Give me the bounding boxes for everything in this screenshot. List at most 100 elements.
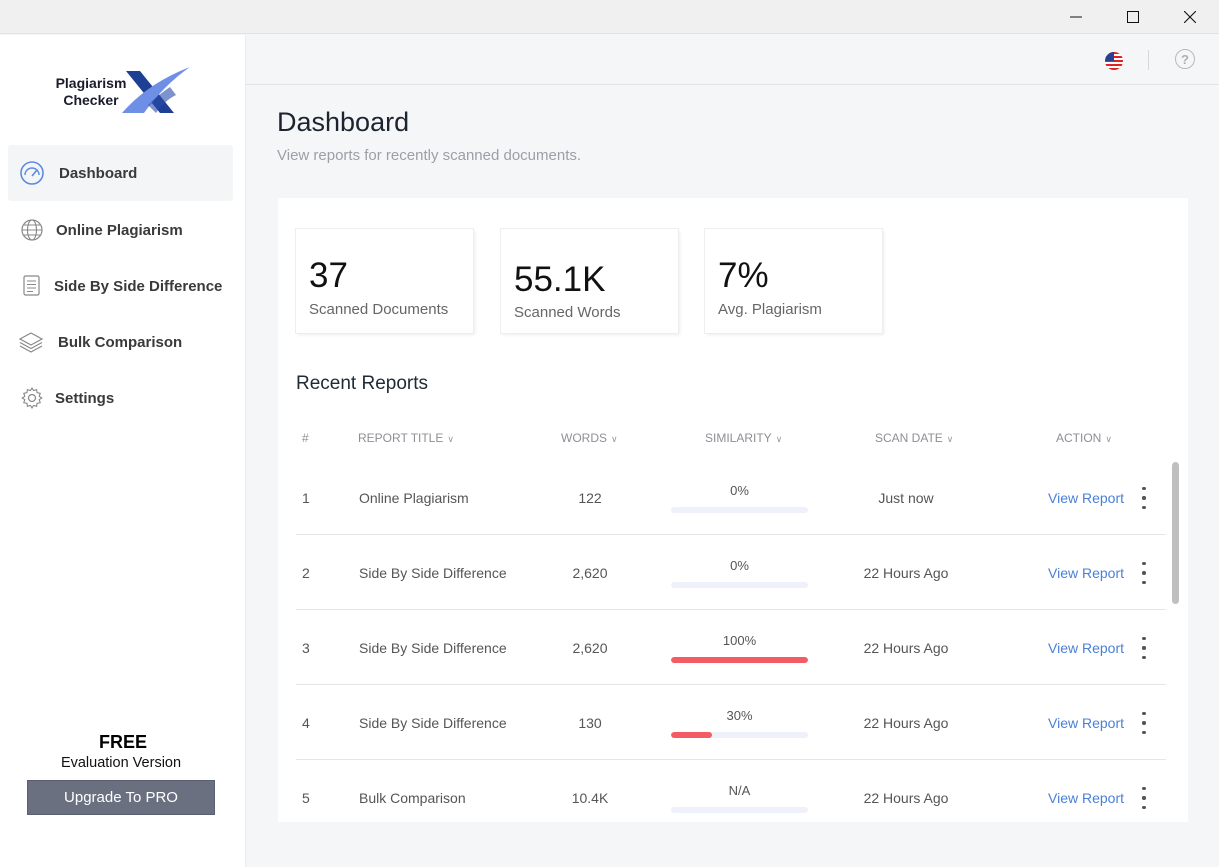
- stat-label: Scanned Documents: [309, 301, 449, 318]
- column-header-similarity[interactable]: SIMILARITY ∨: [705, 431, 783, 445]
- row-divider: [296, 759, 1166, 760]
- dashboard-card: 37 Scanned Documents 55.1K Scanned Words…: [278, 198, 1188, 822]
- stat-value: 37: [309, 256, 348, 295]
- row-number: 4: [302, 715, 310, 731]
- word-count: 10.4K: [571, 790, 609, 806]
- view-report-link[interactable]: View Report: [1048, 715, 1125, 731]
- logo-line-1: Plagiarism: [55, 75, 127, 91]
- row-divider: [296, 609, 1166, 610]
- column-header-number: #: [302, 431, 309, 445]
- scrollbar-thumb[interactable]: [1172, 462, 1179, 604]
- sidebar-item-dashboard[interactable]: Dashboard: [8, 145, 233, 201]
- scan-date: 22 Hours Ago: [863, 565, 949, 581]
- sidebar: Plagiarism Checker Dashboard Online Plag…: [0, 35, 246, 867]
- similarity-bar: [671, 732, 808, 738]
- similarity-bar: [671, 807, 808, 813]
- word-count: 2,620: [572, 640, 608, 656]
- chevron-down-icon: ∨: [775, 434, 783, 444]
- chevron-down-icon: ∨: [611, 434, 618, 444]
- minimize-icon: [1070, 16, 1082, 18]
- scan-date: 22 Hours Ago: [863, 715, 949, 731]
- scan-date: Just now: [878, 490, 934, 506]
- word-count: 130: [578, 715, 602, 731]
- close-button[interactable]: [1167, 0, 1213, 34]
- sidebar-item-label: Dashboard: [59, 164, 138, 182]
- column-header-words[interactable]: WORDS ∨: [561, 431, 618, 445]
- more-options-icon[interactable]: [1134, 562, 1154, 584]
- section-title: Recent Reports: [296, 373, 429, 394]
- similarity-value: 0%: [730, 558, 749, 573]
- logo-x-mark: [122, 67, 190, 113]
- logo-text: Plagiarism Checker: [50, 75, 132, 109]
- row-number: 3: [302, 640, 310, 656]
- view-report-link[interactable]: View Report: [1048, 790, 1125, 806]
- stat-card-scanned-documents: 37 Scanned Documents: [296, 229, 473, 333]
- table-row[interactable]: 5 Bulk Comparison 10.4K N/A 22 Hours Ago…: [296, 760, 1166, 822]
- similarity-bar: [671, 582, 808, 588]
- report-title: Side By Side Difference: [359, 640, 507, 656]
- chevron-down-icon: ∨: [946, 434, 954, 444]
- view-report-link[interactable]: View Report: [1048, 640, 1125, 656]
- column-header-action[interactable]: ACTION ∨: [1056, 431, 1112, 445]
- similarity-value: 30%: [726, 708, 753, 723]
- stat-card-avg-plagiarism: 7% Avg. Plagiarism: [705, 229, 882, 333]
- column-header-title[interactable]: REPORT TITLE ∨: [358, 431, 454, 445]
- sidebar-item-online-plagiarism[interactable]: Online Plagiarism: [8, 202, 233, 258]
- similarity-bar-fill: [671, 657, 808, 663]
- document-icon: [19, 273, 45, 299]
- stat-card-scanned-words: 55.1K Scanned Words: [501, 229, 678, 333]
- plan-label: FREE: [98, 732, 147, 752]
- logo-line-2: Checker: [63, 92, 119, 108]
- gear-icon: [19, 385, 45, 411]
- report-title: Online Plagiarism: [359, 490, 469, 506]
- row-number: 2: [302, 565, 310, 581]
- help-icon[interactable]: ?: [1175, 49, 1195, 69]
- sidebar-item-bulk-comparison[interactable]: Bulk Comparison: [8, 314, 233, 370]
- top-bar: ?: [246, 35, 1219, 85]
- app-logo: Plagiarism Checker: [50, 65, 200, 121]
- more-options-icon[interactable]: [1134, 787, 1154, 809]
- similarity-bar: [671, 657, 808, 663]
- view-report-link[interactable]: View Report: [1048, 490, 1125, 506]
- sidebar-item-label: Bulk Comparison: [58, 333, 183, 351]
- similarity-value: N/A: [728, 783, 751, 798]
- sidebar-item-settings[interactable]: Settings: [8, 370, 233, 426]
- table-row[interactable]: 2 Side By Side Difference 2,620 0% 22 Ho…: [296, 535, 1166, 610]
- close-icon: [1184, 11, 1196, 23]
- report-title: Side By Side Difference: [359, 565, 507, 581]
- sidebar-item-label: Online Plagiarism: [56, 221, 183, 239]
- upgrade-button[interactable]: Upgrade To PRO: [27, 780, 215, 815]
- more-options-icon[interactable]: [1134, 712, 1154, 734]
- page-subtitle: View reports for recently scanned docume…: [277, 147, 582, 164]
- globe-icon: [19, 217, 45, 243]
- report-title: Bulk Comparison: [359, 790, 466, 806]
- view-report-link[interactable]: View Report: [1048, 565, 1125, 581]
- similarity-bar: [671, 507, 808, 513]
- table-row[interactable]: 4 Side By Side Difference 130 30% 22 Hou…: [296, 685, 1166, 760]
- sidebar-item-side-by-side[interactable]: Side By Side Difference: [8, 258, 233, 314]
- top-divider: [1148, 50, 1149, 70]
- row-number: 5: [302, 790, 310, 806]
- sidebar-item-label: Settings: [55, 389, 115, 407]
- table-row[interactable]: 3 Side By Side Difference 2,620 100% 22 …: [296, 610, 1166, 685]
- similarity-value: 0%: [730, 483, 749, 498]
- column-header-scan-date[interactable]: SCAN DATE ∨: [875, 431, 954, 445]
- word-count: 2,620: [572, 565, 608, 581]
- minimize-button[interactable]: [1053, 0, 1099, 34]
- chevron-down-icon: ∨: [1105, 434, 1112, 444]
- us-flag-icon[interactable]: [1105, 52, 1123, 70]
- maximize-icon: [1127, 11, 1139, 23]
- more-options-icon[interactable]: [1134, 637, 1154, 659]
- plan-note: Evaluation Version: [60, 755, 182, 771]
- layers-icon: [18, 329, 44, 355]
- stat-label: Avg. Plagiarism: [718, 301, 822, 318]
- more-options-icon[interactable]: [1134, 487, 1154, 509]
- stat-value: 55.1K: [514, 260, 606, 299]
- maximize-button[interactable]: [1110, 0, 1156, 34]
- stat-value: 7%: [718, 256, 769, 295]
- table-row[interactable]: 1 Online Plagiarism 122 0% Just now View…: [296, 460, 1166, 535]
- dashboard-gauge-icon: [19, 160, 45, 186]
- chevron-down-icon: ∨: [447, 434, 454, 444]
- similarity-value: 100%: [722, 633, 757, 648]
- stat-label: Scanned Words: [514, 304, 621, 321]
